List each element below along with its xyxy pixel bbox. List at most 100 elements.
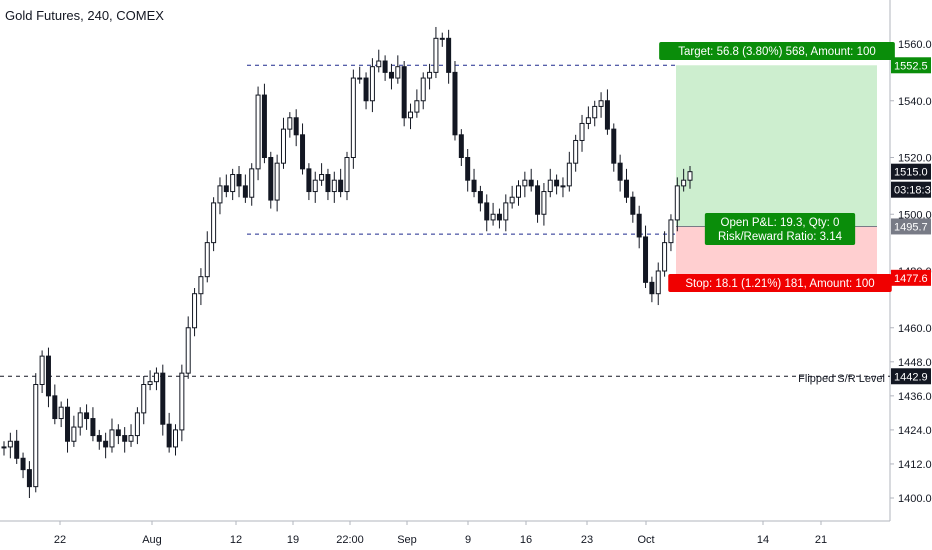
candle	[192, 293, 198, 329]
x-tick-label: Oct	[637, 534, 654, 546]
y-tick-label: 1560.0	[898, 39, 932, 51]
candle	[496, 213, 502, 221]
sr-price-tag: 1442.9	[894, 371, 928, 383]
candle	[306, 168, 312, 193]
x-tick-label: 14	[757, 534, 769, 546]
target-label-bg	[659, 42, 895, 60]
candle	[363, 77, 369, 102]
x-tick-label: 19	[287, 534, 299, 546]
candle	[179, 372, 185, 431]
last-price-tag-bg	[891, 163, 931, 180]
entry-price-tag-bg	[891, 218, 931, 235]
candle	[617, 162, 623, 181]
x-tick-label: 9	[465, 534, 471, 546]
candle	[611, 128, 617, 164]
candle	[300, 134, 306, 170]
candle	[668, 219, 674, 244]
stop-label-line: Stop: 18.1 (1.21%) 181, Amount: 100	[685, 278, 874, 290]
y-tick-label: 1500.0	[898, 209, 932, 221]
candle	[388, 71, 394, 79]
candle	[382, 60, 388, 73]
candle	[541, 191, 547, 215]
candle	[458, 134, 464, 159]
candle	[503, 202, 509, 221]
candle	[255, 94, 261, 170]
candle	[433, 37, 439, 73]
countdown-tag: 03:18:33	[894, 185, 932, 197]
candle	[687, 171, 693, 181]
candle	[141, 384, 147, 414]
candle	[96, 435, 102, 442]
candle	[319, 174, 325, 181]
candle	[242, 185, 248, 198]
candle	[420, 77, 426, 102]
open-pl-label-line: Open P&L: 19.3, Qty: 0	[721, 217, 840, 229]
candle	[522, 179, 528, 187]
candle	[52, 395, 58, 420]
candle	[598, 100, 604, 107]
x-tick-label: 21	[815, 534, 827, 546]
candle	[45, 355, 51, 397]
candle	[185, 327, 191, 374]
last-price-tag: 1515.0	[894, 167, 928, 179]
candle	[325, 174, 331, 193]
candle	[230, 174, 236, 193]
candle	[90, 418, 96, 437]
open-pl-label-line: Risk/Reward Ratio: 3.14	[718, 231, 843, 243]
candle	[26, 469, 32, 488]
candle	[173, 429, 178, 448]
candle	[128, 435, 134, 442]
candle	[630, 196, 636, 215]
candle	[236, 174, 242, 187]
y-tick-label: 1412.0	[898, 459, 932, 471]
x-tick-label: 23	[581, 534, 593, 546]
candle	[7, 440, 13, 448]
candle	[623, 179, 629, 198]
candle	[211, 202, 217, 244]
candle	[274, 162, 280, 201]
candle	[33, 384, 39, 488]
candle	[147, 381, 153, 386]
candle	[560, 185, 566, 188]
y-tick-label: 1520.0	[898, 153, 932, 165]
candle	[439, 37, 445, 40]
candle	[471, 179, 477, 193]
candle	[287, 117, 293, 130]
candle	[427, 71, 433, 79]
x-tick-label: 22:00	[336, 534, 364, 546]
y-tick-label: 1448.0	[898, 357, 932, 369]
candle	[446, 37, 452, 73]
open-pl-label-bg	[704, 213, 856, 245]
y-tick-label: 1436.0	[898, 391, 932, 403]
candle	[312, 179, 318, 193]
y-tick-label: 1424.0	[898, 425, 932, 437]
target-label-line: Target: 56.8 (3.80%) 568, Amount: 100	[678, 46, 876, 58]
candle	[528, 179, 534, 187]
candle	[535, 185, 541, 215]
candle	[592, 105, 598, 119]
candle	[84, 412, 90, 420]
candle	[261, 94, 267, 158]
x-tick-label: 22	[54, 534, 66, 546]
candle	[573, 139, 579, 164]
candle	[14, 440, 20, 459]
candle	[401, 66, 407, 119]
candle	[566, 162, 572, 187]
candle	[477, 191, 483, 204]
candle	[20, 457, 26, 471]
candle	[369, 66, 375, 102]
candle	[115, 429, 121, 437]
candle	[516, 185, 521, 198]
candle	[331, 179, 337, 193]
candle	[198, 276, 204, 295]
candle	[662, 242, 668, 272]
candle	[166, 423, 172, 448]
profit-zone	[676, 65, 877, 227]
candle	[280, 128, 286, 164]
candle	[681, 179, 687, 187]
candle	[490, 213, 496, 221]
candle	[547, 179, 553, 193]
stop-label-bg	[668, 274, 892, 292]
candle	[77, 412, 83, 428]
